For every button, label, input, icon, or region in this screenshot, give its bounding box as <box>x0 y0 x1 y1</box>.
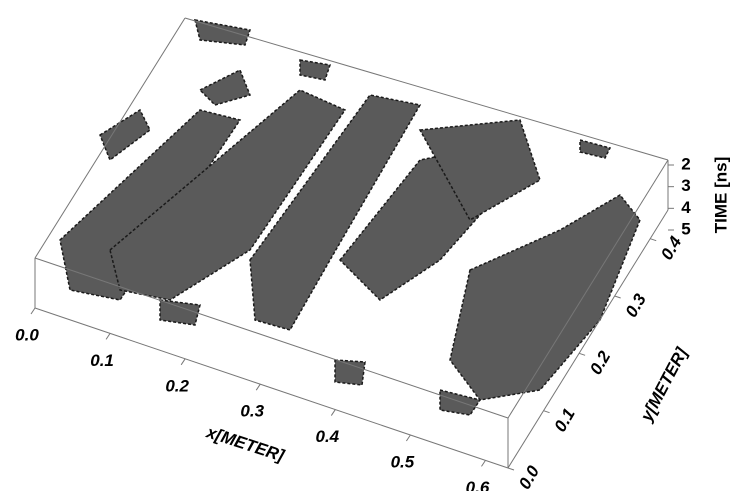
x-tick <box>331 410 335 416</box>
blob <box>160 300 200 325</box>
x-tick-label: 0.5 <box>391 452 415 471</box>
y-tick-label: 0.1 <box>551 405 579 435</box>
z-tick-label: 2 <box>681 154 690 173</box>
x-tick <box>106 333 110 339</box>
blob <box>440 390 480 415</box>
x-tick <box>256 384 260 390</box>
y-tick <box>579 353 585 355</box>
x-tick-label: 0.2 <box>165 376 189 395</box>
x-tick-label: 0.4 <box>315 427 339 446</box>
blob <box>580 140 610 158</box>
y-tick <box>650 239 656 241</box>
x-tick-label: 0.1 <box>90 351 114 370</box>
chart: 0.00.10.20.30.40.50.60.00.10.20.30.42345… <box>0 0 738 491</box>
z-tick-label: 4 <box>681 198 691 217</box>
y-tick <box>544 411 550 413</box>
x-tick <box>406 435 410 441</box>
x-tick-label: 0.3 <box>240 402 264 421</box>
blob <box>200 70 250 105</box>
blob <box>300 60 330 80</box>
z-tick-label: 3 <box>681 176 690 195</box>
y-tick-label: 0.3 <box>622 290 651 320</box>
z-axis-label: TIME [ns] <box>711 157 730 234</box>
blob <box>450 195 640 400</box>
blob <box>335 360 365 385</box>
x-axis-label: x[METER] <box>203 422 287 466</box>
x-tick <box>31 308 35 314</box>
y-axis-label: y[METER] <box>636 343 692 425</box>
y-tick-label: 0.2 <box>586 347 615 377</box>
x-tick <box>481 460 485 466</box>
blob <box>100 110 150 160</box>
z-tick-label: 5 <box>681 219 690 238</box>
x-tick-label: 0.6 <box>466 478 490 491</box>
y-tick <box>508 468 514 470</box>
x-tick <box>181 359 185 365</box>
x-tick-label: 0.0 <box>15 325 39 344</box>
y-tick <box>615 296 621 298</box>
y-tick-label: 0.0 <box>515 462 544 491</box>
